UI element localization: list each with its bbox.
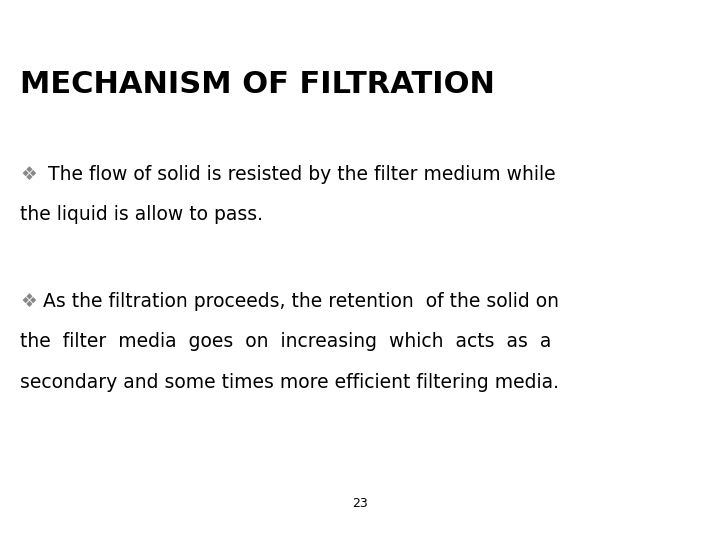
Text: As the filtration proceeds, the retention  of the solid on: As the filtration proceeds, the retentio… <box>43 292 559 310</box>
Text: 23: 23 <box>352 497 368 510</box>
Text: MECHANISM OF FILTRATION: MECHANISM OF FILTRATION <box>20 70 495 99</box>
Text: the liquid is allow to pass.: the liquid is allow to pass. <box>20 205 264 224</box>
Text: the  filter  media  goes  on  increasing  which  acts  as  a: the filter media goes on increasing whic… <box>20 332 552 351</box>
Text: ❖: ❖ <box>20 292 37 310</box>
Text: secondary and some times more efficient filtering media.: secondary and some times more efficient … <box>20 373 559 392</box>
Text: The flow of solid is resisted by the filter medium while: The flow of solid is resisted by the fil… <box>48 165 555 184</box>
Text: ❖: ❖ <box>20 165 37 184</box>
